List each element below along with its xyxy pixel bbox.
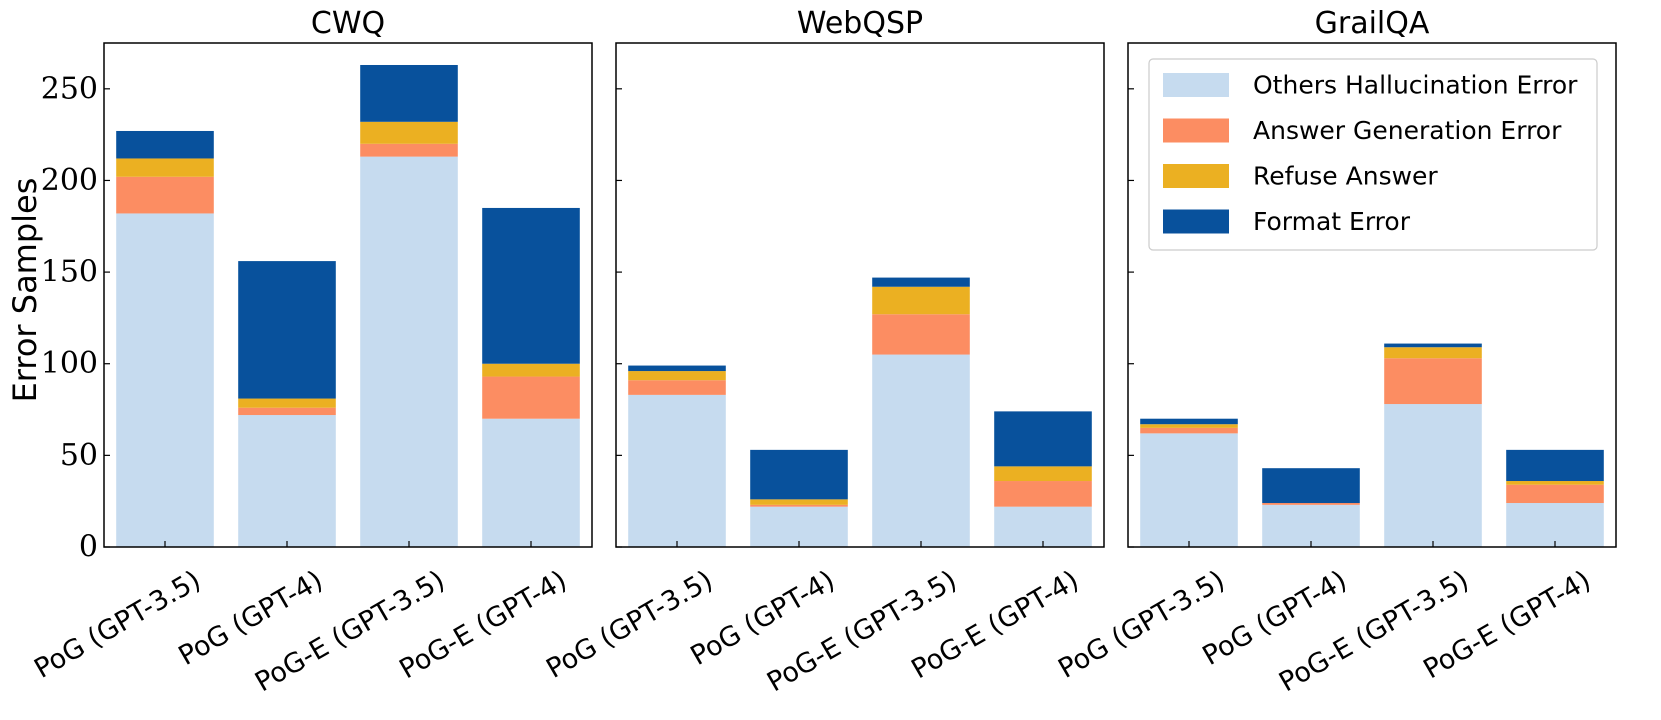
bar-webqsp-2-refuse-answer [750, 499, 848, 505]
panel-title: WebQSP [797, 6, 923, 41]
bar-grailqa-1-format-error [1140, 418, 1238, 425]
bar-cwq-1-answer-generation-error [116, 176, 214, 214]
bar-webqsp-1-others-hallucination-error [628, 394, 726, 547]
x-tick-label: PoG (GPT-3.5) [1053, 565, 1230, 685]
bar-grailqa-1-answer-generation-error [1140, 427, 1238, 434]
bar-webqsp-4-others-hallucination-error [994, 506, 1092, 547]
bar-cwq-3-others-hallucination-error [360, 156, 458, 547]
y-tick-label: 50 [60, 438, 98, 473]
bar-grailqa-3-format-error [1384, 343, 1482, 348]
bar-cwq-3-refuse-answer [360, 121, 458, 144]
bar-cwq-4-format-error [482, 207, 580, 364]
y-axis-label: Error Samples [6, 178, 44, 403]
legend-box [1148, 58, 1598, 251]
panel-webqsp: PoG (GPT-3.5)PoG (GPT-4)PoG-E (GPT-3.5)P… [541, 6, 1105, 698]
y-tick-label: 0 [79, 530, 98, 565]
panel-cwq: PoG (GPT-3.5)PoG (GPT-4)PoG-E (GPT-3.5)P… [29, 6, 593, 698]
legend-label: Answer Generation Error [1253, 116, 1562, 145]
bar-grailqa-2-answer-generation-error [1262, 503, 1360, 505]
legend-swatch-others-hallucination-error [1163, 73, 1229, 97]
bar-grailqa-1-others-hallucination-error [1140, 433, 1238, 547]
bar-webqsp-1-answer-generation-error [628, 380, 726, 395]
y-tick-label: 200 [41, 163, 98, 198]
x-tick-label: PoG (GPT-3.5) [29, 565, 206, 685]
bar-webqsp-3-others-hallucination-error [872, 354, 970, 547]
y-tick-label: 100 [41, 346, 98, 381]
bar-webqsp-4-refuse-answer [994, 466, 1092, 482]
bar-cwq-1-others-hallucination-error [116, 213, 214, 547]
legend: Others Hallucination Error Answer Generat… [1148, 58, 1598, 251]
legend-swatch-answer-generation-error [1163, 118, 1229, 143]
bar-grailqa-3-answer-generation-error [1384, 358, 1482, 405]
panel-frame [103, 42, 593, 548]
bar-grailqa-4-refuse-answer [1506, 481, 1604, 485]
bar-cwq-4-refuse-answer [482, 363, 580, 377]
x-tick-label: PoG (GPT-3.5) [541, 565, 718, 685]
bar-cwq-4-others-hallucination-error [482, 418, 580, 547]
bar-webqsp-3-answer-generation-error [872, 314, 970, 355]
panel-frame [615, 42, 1105, 548]
bar-cwq-4-answer-generation-error [482, 376, 580, 419]
bar-webqsp-1-format-error [628, 365, 726, 372]
bar-grailqa-2-others-hallucination-error [1262, 504, 1360, 547]
bar-webqsp-4-answer-generation-error [994, 481, 1092, 507]
bar-cwq-1-refuse-answer [116, 158, 214, 177]
bar-grailqa-4-answer-generation-error [1506, 484, 1604, 504]
legend-label: Others Hallucination Error [1253, 71, 1578, 100]
bar-webqsp-2-format-error [750, 449, 848, 500]
bar-webqsp-3-format-error [872, 277, 970, 287]
bar-cwq-2-others-hallucination-error [238, 415, 336, 547]
bar-grailqa-4-format-error [1506, 449, 1604, 482]
legend-swatch-format-error [1163, 209, 1229, 234]
bar-cwq-2-format-error [238, 261, 336, 399]
legend-label: Refuse Answer [1253, 162, 1438, 191]
y-tick-label: 150 [41, 255, 98, 290]
bar-cwq-2-answer-generation-error [238, 407, 336, 416]
legend-label: Format Error [1253, 207, 1411, 236]
bar-cwq-2-refuse-answer [238, 398, 336, 408]
bar-webqsp-2-answer-generation-error [750, 504, 848, 507]
bar-webqsp-3-refuse-answer [872, 286, 970, 315]
panel-title: GrailQA [1315, 6, 1430, 41]
bar-webqsp-2-others-hallucination-error [750, 506, 848, 547]
panel-frame [1127, 42, 1617, 548]
bar-grailqa-2-format-error [1262, 468, 1360, 504]
panel-title: CWQ [311, 6, 385, 41]
legend-swatch-refuse-answer [1163, 164, 1229, 188]
bar-cwq-1-format-error [116, 130, 214, 159]
bar-cwq-3-answer-generation-error [360, 143, 458, 157]
bar-grailqa-1-refuse-answer [1140, 424, 1238, 428]
y-tick-label: 250 [41, 71, 98, 106]
bar-webqsp-1-refuse-answer [628, 371, 726, 381]
bar-cwq-3-format-error [360, 64, 458, 122]
bar-grailqa-3-others-hallucination-error [1384, 404, 1482, 547]
bar-webqsp-4-format-error [994, 411, 1092, 467]
bar-grailqa-3-refuse-answer [1384, 347, 1482, 359]
bar-grailqa-4-others-hallucination-error [1506, 503, 1604, 547]
